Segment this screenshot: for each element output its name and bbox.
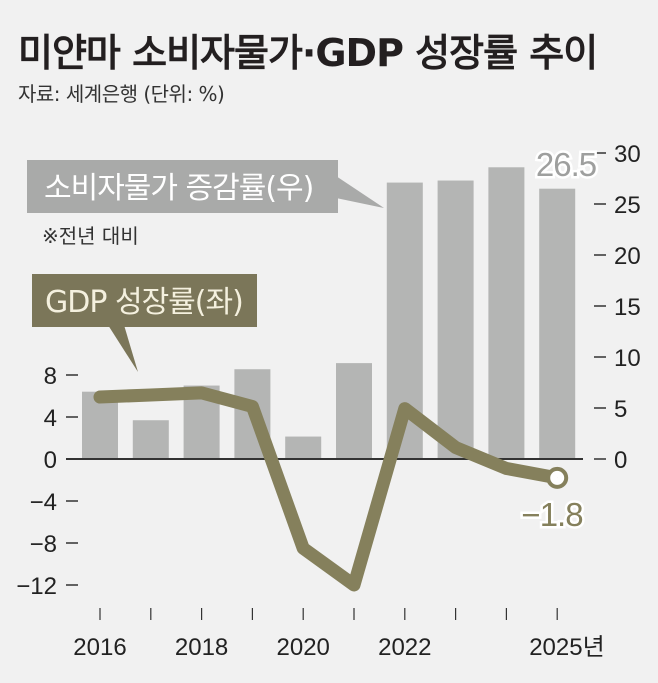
gdp-callout-box <box>32 274 257 327</box>
right-tick-label: 0 <box>614 447 627 474</box>
cpi-bar-2017 <box>132 420 169 459</box>
left-tick-label: 4 <box>44 405 57 432</box>
cpi-callout-box <box>27 160 338 213</box>
right-axis: 30 25 20 15 10 5 0 <box>594 141 641 474</box>
x-tick-label: 2022 <box>378 634 431 661</box>
cpi-bar-2024 <box>488 167 525 459</box>
left-tick-label: −4 <box>30 489 57 516</box>
x-tick-label: 2018 <box>175 634 228 661</box>
right-tick-label: 20 <box>614 243 641 270</box>
left-tick-label: −8 <box>30 531 57 558</box>
cpi-legend-label: 소비자물가 증감률(우) <box>44 171 313 206</box>
right-tick-label: 10 <box>614 345 641 372</box>
left-tick-label: −12 <box>16 573 57 600</box>
chart-source: 자료: 세계은행 (단위: %) <box>18 82 225 106</box>
left-tick-label: 0 <box>44 447 57 474</box>
right-tick-label: 5 <box>614 396 627 423</box>
x-tick-label: 2020 <box>277 634 330 661</box>
cpi-bar-2025 <box>539 188 576 459</box>
gdp-legend-callout: GDP 성장률(좌) <box>32 274 257 372</box>
gdp-growth-line <box>93 386 564 592</box>
gdp-legend-label: GDP 성장률(좌) <box>45 285 243 320</box>
cpi-note: ※전년 대비 <box>42 224 139 248</box>
gdp-points <box>99 392 558 586</box>
cpi-bar-2021 <box>336 363 372 459</box>
cpi-bar-2023 <box>437 180 474 460</box>
right-tick-label: 30 <box>614 141 641 168</box>
cpi-2025-label: 26.5 <box>536 146 596 183</box>
x-axis: 2016 2018 2020 2022 2025년 <box>73 608 605 661</box>
right-tick-label: 25 <box>614 192 641 219</box>
cpi-callout-pointer <box>336 176 384 208</box>
gdp-callout-pointer <box>108 325 138 372</box>
chart-title: 미얀마 소비자물가·GDP 성장률 추이 <box>18 31 598 75</box>
left-axis: 8 4 0 −4 −8 −12 <box>16 363 78 600</box>
cpi-legend-callout: 소비자물가 증감률(우) <box>27 160 384 213</box>
cpi-bar-2020 <box>285 436 322 459</box>
right-tick-label: 15 <box>614 294 641 321</box>
x-tick-label: 2025년 <box>529 634 604 661</box>
left-tick-label: 8 <box>44 363 57 390</box>
gdp-2025-label: −1.8 <box>521 496 582 533</box>
x-tick-label: 2016 <box>73 634 126 661</box>
